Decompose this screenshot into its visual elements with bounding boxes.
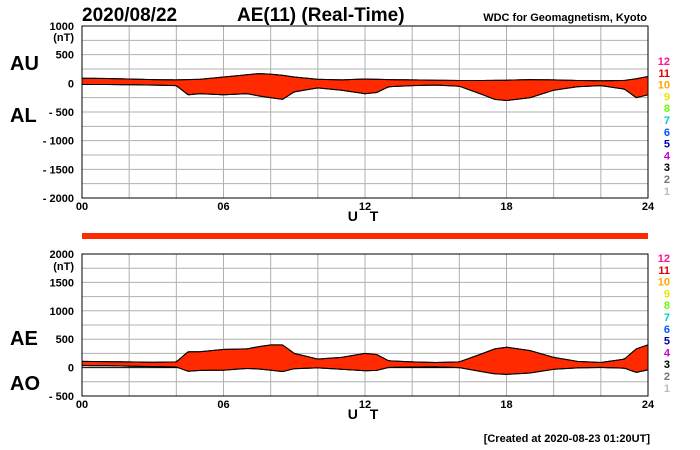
ae-label: AE	[10, 328, 38, 350]
ae-ao-plot-frame	[81, 253, 649, 397]
y-tick-label: 1000	[50, 21, 74, 33]
y-tick-label: 1500	[50, 277, 74, 289]
y-tick-label: 2000	[50, 249, 74, 261]
y-tick-label: - 1000	[43, 136, 74, 148]
station-count-label: 3	[664, 162, 670, 174]
created-timestamp: [Created at 2020-08-23 01:20UT]	[484, 433, 651, 445]
au-al-plot-frame	[81, 25, 649, 199]
station-count-label: 5	[664, 336, 670, 348]
station-count-label: 9	[664, 288, 670, 300]
x-tick-label: 24	[642, 201, 655, 213]
x-tick-label: 00	[76, 201, 88, 213]
series-line-ao	[81, 365, 649, 375]
station-count-label: 1	[664, 383, 670, 395]
station-count-label: 4	[664, 150, 671, 162]
station-count-label: 10	[658, 277, 670, 289]
au-al-x-ticks: 00 06 12 18 24	[76, 201, 655, 213]
y-tick-label: 0	[68, 78, 74, 90]
y-tick-label: 500	[56, 334, 74, 346]
station-count-label: 2	[664, 371, 670, 383]
au-al-y-ticks: 1000 500 0 - 500 - 1000 - 1500 - 2000	[43, 21, 74, 205]
chart-date: 2020/08/22	[82, 5, 177, 26]
y-tick-label: - 1500	[43, 164, 74, 176]
organization-label: WDC for Geomagnetism, Kyoto	[483, 12, 647, 24]
y-tick-label: - 500	[49, 107, 74, 119]
station-count-label: 12	[658, 56, 670, 68]
ae-ao-x-ticks: 00 06 12 18 24	[76, 399, 655, 411]
x-tick-label: 06	[217, 399, 229, 411]
ae-ao-panel: (nT) AE AO 2000 1500 1000 500 0 - 500 00 06 12 1…	[10, 249, 655, 422]
station-count-label: 9	[664, 91, 670, 103]
station-count-label: 1	[664, 186, 670, 198]
au-label: AU	[10, 53, 39, 75]
ae-ao-y-ticks: 2000 1500 1000 500 0 - 500	[49, 249, 74, 403]
series-line-al	[82, 84, 649, 102]
station-count-label: 7	[664, 312, 670, 324]
au-al-x-axis-title: U T	[348, 208, 383, 224]
x-tick-label: 06	[217, 201, 229, 213]
y-tick-label: 0	[68, 363, 74, 375]
station-availability-bar	[82, 233, 648, 239]
x-tick-label: 12	[359, 201, 371, 213]
station-count-label: 12	[658, 253, 670, 265]
x-tick-label: 00	[76, 399, 88, 411]
ae-ao-grid	[82, 254, 648, 396]
station-count-label: 2	[664, 174, 670, 186]
ao-label: AO	[10, 373, 40, 395]
station-count-label: 8	[664, 300, 670, 312]
y-tick-label: 500	[56, 50, 74, 62]
ae-ao-unit-label: (nT)	[53, 261, 74, 273]
x-tick-label: 18	[500, 201, 512, 213]
station-count-label: 3	[664, 359, 670, 371]
x-tick-label: 24	[642, 399, 655, 411]
y-tick-label: - 2000	[43, 193, 74, 205]
station-count-label: 10	[658, 80, 670, 92]
al-label: AL	[10, 105, 37, 127]
station-count-label: 6	[664, 127, 670, 139]
station-count-label: 4	[664, 347, 671, 359]
y-tick-label: - 500	[49, 391, 74, 403]
station-count-label: 11	[658, 265, 670, 277]
ae-ao-series	[81, 344, 649, 375]
au-al-unit-label: (nT)	[53, 32, 74, 44]
x-tick-label: 18	[500, 399, 512, 411]
x-tick-label: 12	[359, 399, 371, 411]
series-line-au	[81, 73, 649, 82]
station-count-label: 8	[664, 103, 670, 115]
chart-title: AE(11) (Real-Time)	[237, 5, 405, 26]
station-count-label: 6	[664, 324, 670, 336]
station-count-label: 5	[664, 139, 670, 151]
au-al-series	[81, 73, 649, 102]
series-line-ae	[81, 344, 649, 364]
au-al-panel: (nT) AU AL 1000 500 0 - 500 - 1000 - 1500 - 20…	[10, 21, 655, 224]
y-tick-label: 1000	[50, 306, 74, 318]
station-count-label: 11	[658, 68, 670, 80]
station-count-label: 7	[664, 115, 670, 127]
ae-ao-x-axis-title: U T	[348, 406, 383, 422]
